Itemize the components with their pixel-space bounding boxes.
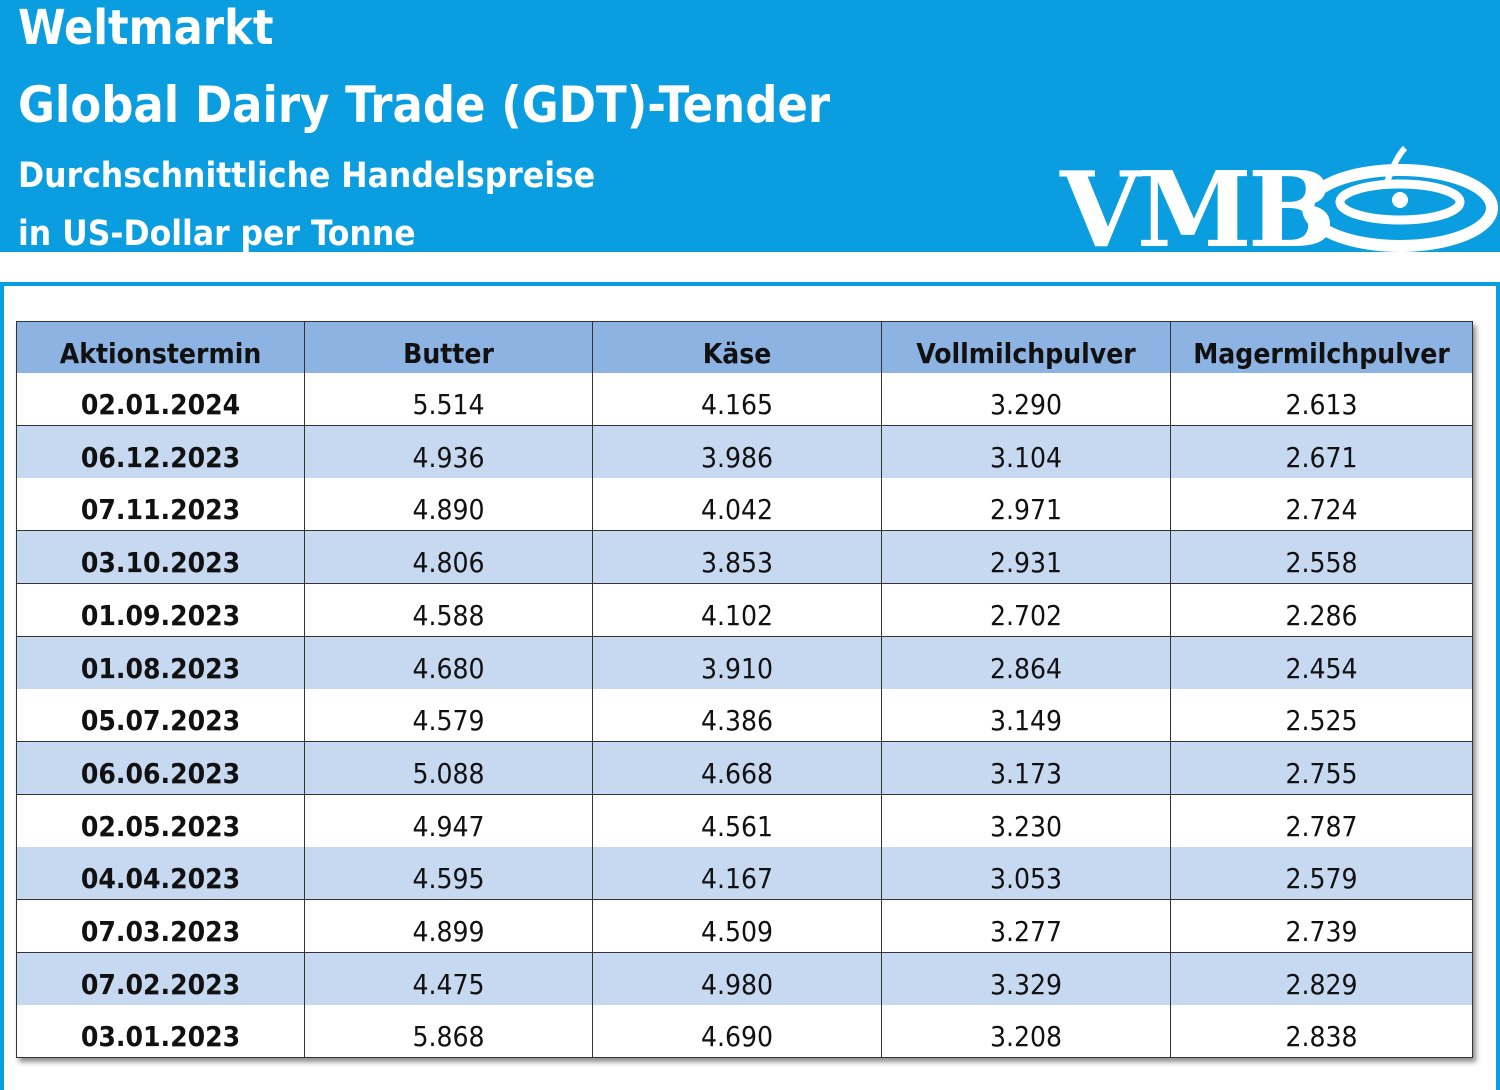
cell: 4.579 [305,689,593,743]
cell: 2.838 [1171,1005,1473,1059]
cell: 2.558 [1171,531,1473,585]
panel [0,282,1500,1090]
header-row: Aktionstermin Butter Käse Vollmilchpulver Ma… [16,321,1473,374]
cell: 5.088 [305,741,593,795]
cell: 2.286 [1171,583,1473,637]
table-row: 02.05.2023 4.947 4.561 3.230 2.787 [16,794,1473,848]
cell: 4.690 [593,1005,882,1059]
cell: 2.671 [1171,425,1473,479]
cell: 3.277 [882,900,1171,953]
table-row: 07.11.2023 4.890 4.042 2.971 2.724 [16,478,1473,532]
description: in US-Dollar per Tonne [18,214,416,252]
cell: 05.07.2023 [16,689,305,743]
cell: 4.890 [305,478,593,532]
cell: 06.06.2023 [16,741,305,795]
cell: 4.899 [305,900,593,953]
cell: 2.755 [1171,741,1473,795]
cell: 01.09.2023 [16,583,305,637]
subtitle: Global Dairy Trade (GDT)-Tender [18,76,831,134]
column-header: Aktionstermin [16,321,305,374]
cell: 4.668 [593,741,882,795]
cell: 07.02.2023 [16,952,305,1006]
cell: 3.149 [882,689,1171,743]
cell: 4.165 [593,373,882,426]
cell: 4.595 [305,847,593,901]
cell: 4.588 [305,583,593,637]
cell: 4.936 [305,425,593,479]
cell: 4.980 [593,952,882,1006]
cell: 2.829 [1171,952,1473,1006]
cell: 3.290 [882,373,1171,426]
cell: 4.947 [305,794,593,848]
table-row: 03.10.2023 4.806 3.853 2.931 2.558 [16,531,1473,585]
table-row: 01.08.2023 4.680 3.910 2.864 2.454 [16,636,1473,690]
cell: 5.868 [305,1005,593,1059]
column-header: Butter [305,321,593,374]
cell: 2.613 [1171,373,1473,426]
logo-text: VMB [1060,148,1336,252]
cell: 3.329 [882,952,1171,1006]
cell: 3.230 [882,794,1171,848]
title: Weltmarkt [18,0,274,56]
table-row: 05.07.2023 4.579 4.386 3.149 2.525 [16,689,1473,743]
cell: 2.525 [1171,689,1473,743]
table-row: 04.04.2023 4.595 4.167 3.053 2.579 [16,847,1473,901]
table-row: 06.12.2023 4.936 3.986 3.104 2.671 [16,425,1473,479]
table-row: 07.03.2023 4.899 4.509 3.277 2.739 [16,900,1473,953]
cell: 3.853 [593,531,882,585]
description: Durchschnittliche Handelspreise [18,156,596,196]
cell: 5.514 [305,373,593,426]
column-header: Vollmilchpulver [882,321,1171,374]
cell: 4.561 [593,794,882,848]
cell: 03.10.2023 [16,531,305,585]
cell: 02.01.2024 [16,373,305,426]
cell: 4.475 [305,952,593,1006]
column-header: Magermilchpulver [1171,321,1473,374]
cell: 3.986 [593,425,882,479]
cell: 07.11.2023 [16,478,305,532]
cell: 3.053 [882,847,1171,901]
cell: 4.680 [305,636,593,690]
cell: 4.042 [593,478,882,532]
cell: 2.739 [1171,900,1473,953]
cell: 2.971 [882,478,1171,532]
cell: 4.167 [593,847,882,901]
cell: 03.01.2023 [16,1005,305,1059]
table-row: 03.01.2023 5.868 4.690 3.208 2.838 [16,1005,1473,1059]
cell: 06.12.2023 [16,425,305,479]
cell: 2.724 [1171,478,1473,532]
cell: 4.509 [593,900,882,953]
cell: 3.910 [593,636,882,690]
cell: 07.03.2023 [16,900,305,953]
table-row: 07.02.2023 4.475 4.980 3.329 2.829 [16,952,1473,1006]
header: Weltmarkt Global Dairy Trade (GDT)-Tende… [0,0,1500,252]
table: Aktionstermin Butter Käse Vollmilchpulver Ma… [16,321,1473,1059]
cell: 2.864 [882,636,1171,690]
cell: 3.173 [882,741,1171,795]
cell: 4.386 [593,689,882,743]
table-row: 02.01.2024 5.514 4.165 3.290 2.613 [16,373,1473,426]
cell: 02.05.2023 [16,794,305,848]
cell: 4.806 [305,531,593,585]
table-row: 01.09.2023 4.588 4.102 2.702 2.286 [16,583,1473,637]
cell: 2.931 [882,531,1171,585]
cell: 04.04.2023 [16,847,305,901]
cell: 4.102 [593,583,882,637]
logo-swirl [1302,145,1498,252]
cell: 2.787 [1171,794,1473,848]
table-row: 06.06.2023 5.088 4.668 3.173 2.755 [16,741,1473,795]
column-header: Käse [593,321,882,374]
cell: 2.702 [882,583,1171,637]
cell: 3.208 [882,1005,1171,1059]
cell: 2.454 [1171,636,1473,690]
cell: 2.579 [1171,847,1473,901]
cell: 01.08.2023 [16,636,305,690]
cell: 3.104 [882,425,1171,479]
